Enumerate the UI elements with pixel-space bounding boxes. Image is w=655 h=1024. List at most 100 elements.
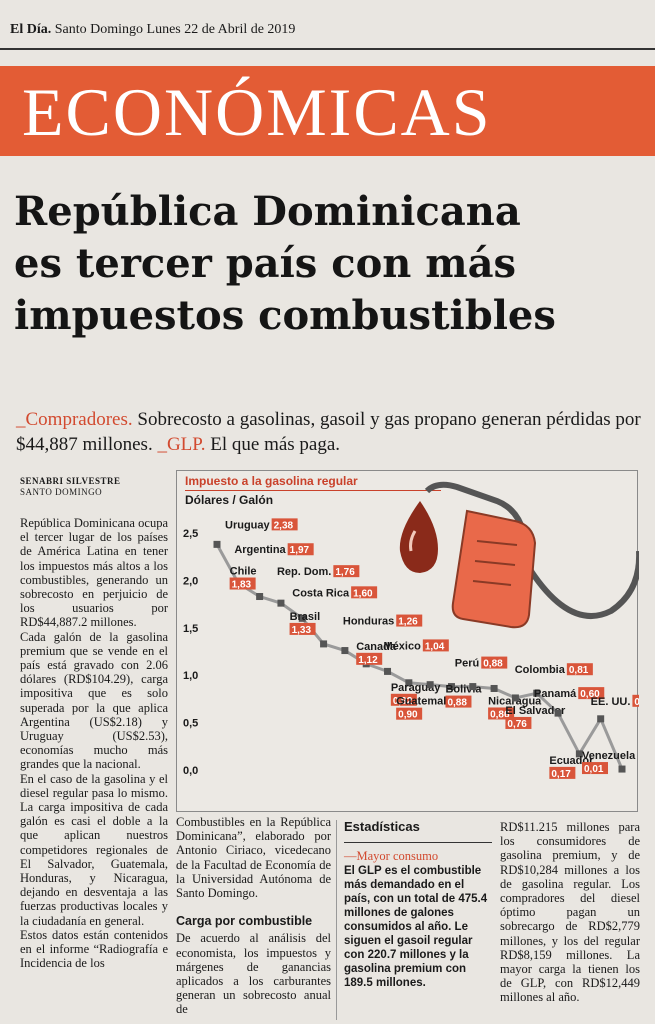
series-line — [215, 543, 624, 770]
stats-box: Estadísticas —Mayor consumo El GLP es el… — [344, 819, 492, 990]
category-label: Argentina — [234, 544, 286, 556]
value-label-box — [566, 663, 593, 676]
y-tick-label: 0,5 — [183, 718, 198, 730]
value-label: 1,76 — [335, 567, 355, 578]
value-label: 1,26 — [398, 617, 418, 628]
value-label: 2,38 — [274, 520, 294, 531]
deck-text-1: Sobrecosto a gasolinas, gasoil y gas pro… — [16, 409, 641, 455]
author-place: SANTO DOMINGO — [20, 487, 103, 497]
value-label-box — [287, 543, 314, 556]
category-label: México — [384, 640, 422, 652]
stats-heading: Estadísticas — [344, 819, 492, 844]
chart-y-label: Dólares / Galón — [185, 493, 274, 507]
chart-svg: 2,5 2,0 1,5 1,0 0,5 0,0 Uruguay 2,38 Argentina 1,… — [183, 481, 639, 780]
data-point — [597, 715, 605, 723]
category-label: Honduras — [343, 616, 394, 628]
value-label: 1,04 — [425, 641, 445, 652]
data-point — [213, 540, 221, 548]
category-label: EE. UU. — [591, 696, 631, 708]
value-label: 0,17 — [551, 769, 571, 780]
value-label: 1,12 — [358, 655, 378, 666]
data-point — [405, 679, 413, 687]
category-label: Venezuela — [582, 750, 636, 762]
value-label-box — [396, 614, 423, 627]
value-label-box — [445, 695, 472, 708]
paragraph: Combustibles en la República Dominicana”… — [176, 815, 331, 901]
value-label-box — [549, 766, 576, 779]
value-label-box — [390, 693, 417, 706]
chart-title-rule — [185, 490, 441, 491]
value-label-box — [578, 687, 605, 700]
headline-line-1: República Dominicana — [14, 188, 521, 235]
category-label: Bolivia — [445, 684, 482, 696]
article-column-1: República Dominicana ocupa el tercer lug… — [20, 516, 168, 971]
paragraph: De acuerdo al análisis del economista, l… — [176, 931, 331, 1017]
category-label: Costa Rica — [292, 587, 350, 599]
y-tick-label: 2,5 — [183, 528, 198, 540]
data-point — [341, 647, 349, 655]
category-label: Brasil — [290, 611, 321, 623]
data-point — [511, 694, 519, 702]
value-label: 0,86 — [490, 709, 510, 720]
data-point — [320, 640, 328, 648]
value-label-box — [356, 652, 383, 665]
value-label-box — [396, 707, 423, 720]
dateline: El Día. Santo Domingo Lunes 22 de Abril … — [10, 22, 295, 38]
category-label: El Salvador — [505, 705, 566, 717]
headline-line-3: impuestos combustibles — [14, 292, 556, 339]
header-rule — [0, 48, 655, 50]
article-column-4: RD$11.215 millones para los consumidores… — [500, 820, 640, 1005]
data-point — [277, 599, 285, 607]
paragraph: Estos datos están contenidos en el infor… — [20, 927, 168, 971]
value-label-box — [351, 586, 378, 599]
subheading: Carga por combustible — [176, 914, 313, 929]
value-label-box — [333, 565, 360, 578]
value-label-box — [488, 707, 515, 720]
value-label-box — [582, 762, 608, 775]
category-label: Chile — [230, 566, 257, 578]
data-point — [298, 614, 306, 622]
category-label: Guatemala — [396, 696, 453, 708]
author-name: SENABRI SILVESTRE — [20, 476, 121, 486]
value-label: 0,88 — [483, 659, 503, 670]
data-point — [533, 689, 541, 697]
date-text: Santo Domingo Lunes 22 de Abril de 2019 — [54, 22, 296, 37]
paragraph: En el caso de la gasolina y el diesel re… — [20, 771, 168, 928]
deck: _Compradores. Sobrecosto a gasolinas, ga… — [16, 407, 646, 457]
data-point — [384, 667, 392, 675]
y-tick-label: 2,0 — [183, 575, 198, 587]
deck-text-2: El que más paga. — [210, 434, 341, 455]
category-label: Paraguay — [391, 682, 441, 694]
chart-title: Impuesto a la gasolina regular — [185, 474, 358, 488]
paragraph: República Dominicana ocupa el tercer lug… — [20, 516, 168, 630]
data-point — [575, 750, 583, 758]
value-label-box — [481, 656, 508, 669]
deck-tag-1: _Compradores. — [16, 409, 133, 430]
category-label: Uruguay — [225, 519, 271, 531]
value-label-box — [289, 622, 316, 635]
section-banner: ECONÓMICAS — [0, 66, 655, 156]
data-point — [447, 683, 455, 691]
value-label: 0,76 — [507, 719, 527, 730]
stats-subheading: —Mayor consumo — [344, 849, 439, 864]
value-label-box — [505, 716, 532, 729]
headline: República Dominicana es tercer país con … — [14, 186, 644, 342]
value-label: 1,97 — [290, 545, 310, 556]
tax-chart: Impuesto a la gasolina regular Dólares /… — [176, 470, 639, 812]
y-tick-label: 1,5 — [183, 623, 198, 635]
value-label: 0,92 — [393, 696, 413, 707]
value-label: 0,81 — [569, 665, 589, 676]
y-tick-label: 1,0 — [183, 670, 198, 682]
value-label: 1,83 — [232, 580, 252, 591]
article-column-2: Combustibles en la República Dominicana”… — [176, 815, 331, 1017]
fuel-pump-illustration — [399, 481, 639, 629]
value-label: 0,88 — [447, 698, 467, 709]
value-label-box — [422, 639, 449, 652]
headline-line-2: es tercer país con más — [14, 240, 517, 287]
category-label: Canada — [356, 641, 397, 653]
value-label-box — [271, 518, 298, 531]
category-label: Colombia — [515, 664, 566, 676]
data-point — [554, 709, 562, 717]
deck-tag-2: _GLP. — [157, 434, 206, 455]
category-label: Rep. Dom. — [277, 566, 331, 578]
